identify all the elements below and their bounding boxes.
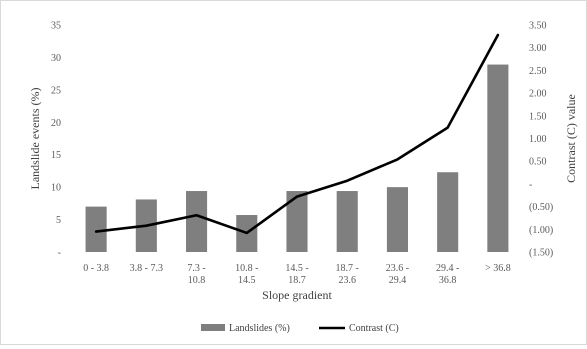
y2-tick-label: (1.50) <box>529 248 553 259</box>
bar <box>186 191 208 252</box>
x-tick-label: > 36.8 <box>485 263 511 274</box>
y-tick-label: 25 <box>51 85 61 96</box>
legend-label: Landslides (%) <box>229 323 290 334</box>
bar <box>85 206 107 252</box>
x-tick-label: 23.6 - <box>386 263 409 274</box>
combo-chart: - 5 10 15 20 25 30 35 (1.50) (1.00) (0.50) - 0.50 1.0… <box>28 21 578 335</box>
x-tick-label: 0 - 3.8 <box>83 263 109 274</box>
bar <box>386 187 408 252</box>
y2-tick-label: - <box>529 179 532 190</box>
y2-tick-label: (0.50) <box>529 202 553 213</box>
y2-tick-label: 2.50 <box>529 66 547 77</box>
bar <box>286 191 308 252</box>
x-tick-label: 29.4 <box>389 275 407 286</box>
y-tick-label: 35 <box>51 21 61 32</box>
x-axis-title: Slope gradient <box>262 288 332 302</box>
x-tick-label: 14.5 <box>238 275 256 286</box>
x-tick-label: 18.7 - <box>336 263 359 274</box>
y2-tick-label: 3.00 <box>529 43 547 54</box>
x-tick-label: 36.8 <box>439 275 457 286</box>
x-tick-label: 18.7 <box>288 275 306 286</box>
y2-tick-label: 0.50 <box>529 157 547 168</box>
bar <box>487 64 509 252</box>
x-tick-label: 14.5 - <box>285 263 308 274</box>
y2-tick-label: 3.50 <box>529 21 547 32</box>
y2-tick-label: 2.00 <box>529 89 547 100</box>
y2-tick-label: 1.00 <box>529 134 547 145</box>
legend-label: Contrast (C) <box>349 323 399 334</box>
bar <box>336 191 358 252</box>
x-tick-label: 3.8 - 7.3 <box>130 263 163 274</box>
y-tick-label: 5 <box>56 215 61 226</box>
x-tick-label: 23.6 <box>338 275 356 286</box>
y2-tick-label: (1.00) <box>529 225 553 236</box>
y-axis-title: Landslide events (%) <box>28 88 42 190</box>
y-tick-label: 30 <box>51 53 61 64</box>
legend-swatch-bar <box>201 324 225 331</box>
x-tick-label: 10.8 - <box>235 263 258 274</box>
y-tick-label: 15 <box>51 150 61 161</box>
x-tick-label: 29.4 - <box>436 263 459 274</box>
x-tick-label: 7.3 - <box>187 263 205 274</box>
y-tick-label: - <box>58 248 61 259</box>
series-line <box>94 33 500 235</box>
y-tick-label: 20 <box>51 118 61 129</box>
y-tick-label: 10 <box>51 183 61 194</box>
y2-tick-label: 1.50 <box>529 111 547 122</box>
y2-axis-title: Contrast (C) value <box>564 94 578 183</box>
x-tick-label: 10.8 <box>188 275 206 286</box>
bar <box>437 172 459 252</box>
